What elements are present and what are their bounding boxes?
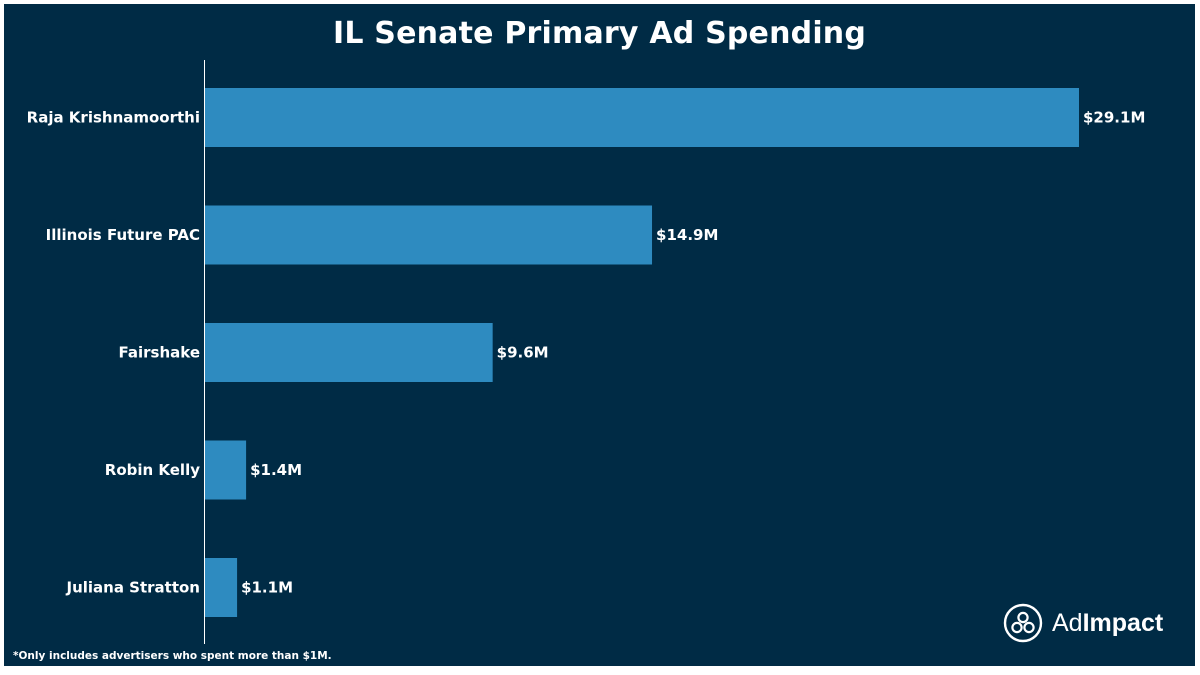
footnote: *Only includes advertisers who spent mor…: [13, 650, 332, 662]
value-label: $1.4M: [250, 461, 302, 479]
bar-robin-kelly: [204, 440, 247, 500]
bar-juliana-stratton: [204, 558, 238, 617]
value-label: $1.1M: [241, 579, 293, 597]
adimpact-logo: AdImpact: [1003, 599, 1163, 647]
category-label: Raja Krishnamoorthi: [27, 109, 200, 127]
category-label: Juliana Stratton: [65, 579, 200, 597]
adimpact-logo-text: AdImpact: [1052, 609, 1163, 638]
logo-text-impact: Impact: [1082, 608, 1164, 637]
value-label: $14.9M: [656, 226, 718, 244]
value-label: $29.1M: [1083, 109, 1145, 127]
category-label: Fairshake: [118, 344, 200, 362]
bar-raja-krishnamoorthi: [204, 88, 1079, 147]
chart-title: IL Senate Primary Ad Spending: [332, 16, 867, 51]
category-label: Robin Kelly: [105, 461, 200, 479]
value-label: $9.6M: [497, 344, 549, 362]
category-label: Illinois Future PAC: [46, 226, 200, 244]
adimpact-logo-icon: [1003, 603, 1043, 643]
bar-illinois-future-pac: [204, 205, 653, 265]
bar-chart: Raja Krishnamoorthi $29.1M Illinois Future…: [27, 60, 1145, 644]
logo-text-ad: Ad: [1052, 608, 1083, 637]
bar-fairshake: [204, 323, 493, 382]
chart-panel: IL Senate Primary Ad Spending Raja Krish…: [4, 4, 1195, 666]
